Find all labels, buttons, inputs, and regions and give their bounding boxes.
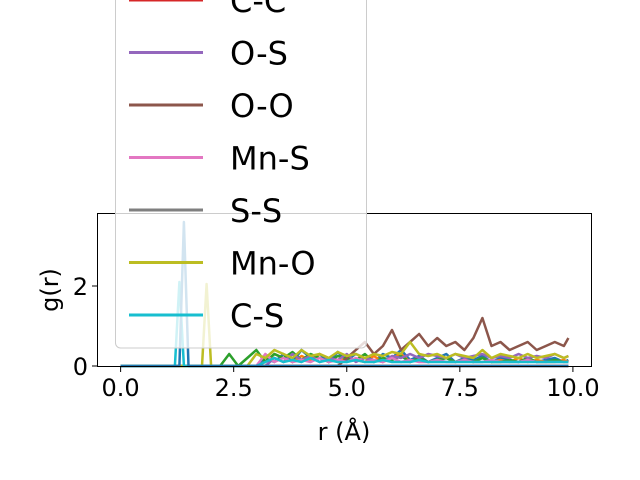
- legend-label-o-o: O-O: [230, 87, 294, 125]
- x-tick-label: 7.5: [441, 374, 479, 402]
- legend-label-mn-o: Mn-O: [230, 245, 316, 283]
- legend-label-mn-s: Mn-S: [230, 140, 310, 178]
- x-tick-label: 5.0: [328, 374, 366, 402]
- legend-label-c-c: C-C: [230, 0, 286, 20]
- legend-label-s-s: S-S: [230, 192, 282, 230]
- legend-label-o-s: O-S: [230, 35, 288, 73]
- x-tick-label: 2.5: [215, 374, 253, 402]
- legend-box: [115, 0, 367, 349]
- y-axis-label: g(r): [36, 268, 64, 312]
- y-tick-label: 0: [73, 353, 88, 381]
- x-tick-label: 0.0: [102, 374, 140, 402]
- legend-label-c-s: C-S: [230, 297, 284, 335]
- x-axis-label: r (Å): [318, 417, 371, 446]
- x-tick-label: 10.0: [546, 374, 599, 402]
- y-tick-label: 2: [73, 273, 88, 301]
- axis-ticks: 0.0 2.5 5.0 7.5 10.0 0 2: [73, 273, 600, 402]
- legend: C-C O-S O-O Mn-S S-S Mn-O C-S: [115, 0, 367, 349]
